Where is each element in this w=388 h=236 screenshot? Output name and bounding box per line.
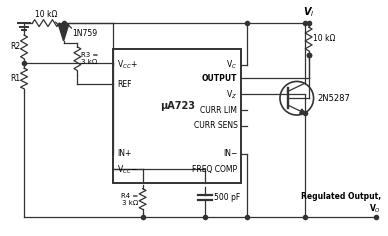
- Text: 10 kΩ: 10 kΩ: [35, 10, 57, 19]
- Text: IN−: IN−: [223, 149, 237, 158]
- Text: Regulated Output,
V$_O$: Regulated Output, V$_O$: [301, 192, 381, 215]
- Text: μA723: μA723: [160, 101, 195, 111]
- Text: R3 =
3 kΩ: R3 = 3 kΩ: [81, 52, 99, 65]
- Text: IN+: IN+: [117, 149, 131, 158]
- Text: R1: R1: [10, 74, 20, 83]
- Text: 2N5287: 2N5287: [317, 94, 350, 103]
- Text: OUTPUT: OUTPUT: [202, 74, 237, 83]
- Text: V$_I$: V$_I$: [303, 5, 314, 19]
- Text: R4 =
3 kΩ: R4 = 3 kΩ: [121, 193, 139, 206]
- Polygon shape: [59, 25, 69, 41]
- Text: 1N759: 1N759: [73, 29, 97, 38]
- Polygon shape: [300, 109, 305, 114]
- Text: V$_{CC}$−: V$_{CC}$−: [117, 163, 138, 176]
- Text: V$_{CC}$+: V$_{CC}$+: [117, 58, 137, 71]
- Text: R2: R2: [10, 42, 20, 51]
- Text: 500 pF: 500 pF: [214, 193, 240, 202]
- Text: REF: REF: [117, 80, 132, 89]
- Text: CURR SENS: CURR SENS: [194, 121, 237, 131]
- Text: CURR LIM: CURR LIM: [201, 105, 237, 115]
- Text: 10 kΩ: 10 kΩ: [313, 34, 335, 43]
- Bar: [113, 49, 241, 183]
- Text: V$_C$: V$_C$: [227, 58, 237, 71]
- Text: FREQ COMP: FREQ COMP: [192, 165, 237, 174]
- Text: V$_Z$: V$_Z$: [226, 88, 237, 101]
